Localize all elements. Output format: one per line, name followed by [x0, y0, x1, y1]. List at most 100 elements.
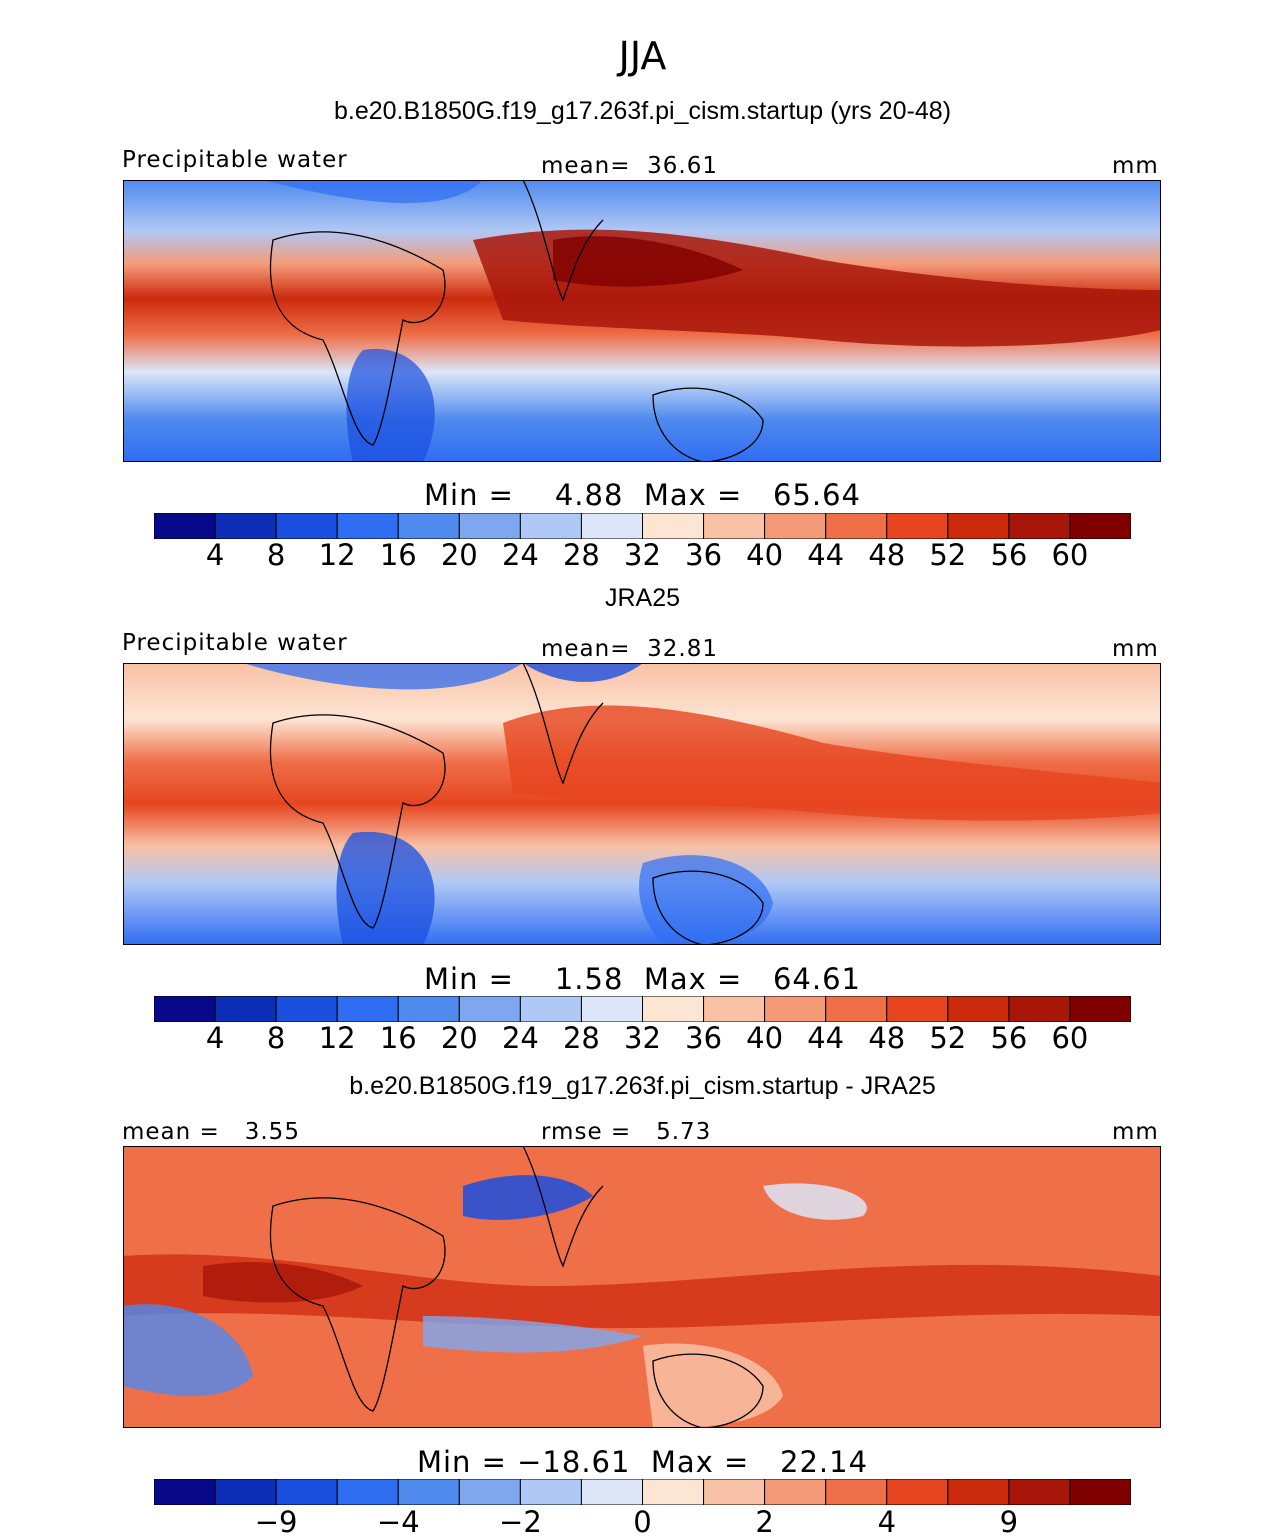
colorbar-segment: [947, 513, 1010, 539]
colorbar-segment: [580, 513, 644, 539]
colorbar-tick-label: 28: [562, 1021, 600, 1055]
colorbar-tick-label: 28: [562, 538, 600, 572]
panel-3-coastline-india: [522, 1146, 604, 1268]
panel-3-coastline-australia: [652, 1353, 764, 1428]
colorbar-tick-label: −2: [499, 1505, 542, 1539]
colorbar-tick-label: 48: [868, 538, 906, 572]
colorbar-tick-label: 36: [685, 538, 723, 572]
colorbar-tick-label: 52: [929, 1021, 967, 1055]
colorbar-segment: [947, 996, 1010, 1022]
colorbar-tick-label: 60: [1051, 538, 1089, 572]
colorbar-segment: [825, 1479, 888, 1505]
colorbar-segment: [825, 996, 888, 1022]
colorbar-segment: [397, 513, 460, 539]
colorbar-segment: [154, 1479, 216, 1505]
panel-2-coastline-africa: [269, 714, 446, 929]
panel-1-units: mm: [1112, 153, 1159, 179]
panel-3-coastline-africa: [269, 1197, 446, 1412]
colorbar-segment: [642, 996, 705, 1022]
colorbar-segment: [336, 996, 399, 1022]
colorbar-segment: [154, 513, 216, 539]
colorbar-tick-label: 24: [501, 1021, 539, 1055]
colorbar-tick-label: 32: [624, 1021, 661, 1055]
colorbar-segment: [336, 513, 399, 539]
panel-2-dry-north: [243, 663, 523, 690]
panel-3-minmax: Min = −18.61 Max = 22.14: [416, 1445, 869, 1479]
colorbar-tick-label: −4: [376, 1505, 420, 1539]
panel-1-title: b.e20.B1850G.f19_g17.263f.pi_cism.startu…: [333, 97, 952, 125]
colorbar-segment: [275, 513, 338, 539]
colorbar-tick-label: 4: [205, 538, 225, 572]
colorbar-segment: [886, 513, 949, 539]
colorbar-segment: [275, 996, 338, 1022]
colorbar-tick-label: 56: [990, 1021, 1028, 1055]
colorbar-segment: [214, 1479, 277, 1505]
colorbar-tick-label: 12: [318, 538, 356, 572]
colorbar-segment: [154, 996, 216, 1022]
colorbar-segment: [214, 996, 277, 1022]
colorbar-segment: [947, 1479, 1010, 1505]
colorbar-segment: [764, 1479, 827, 1505]
colorbar-segment: [825, 513, 888, 539]
panel-2-variable-label: Precipitable water: [122, 630, 348, 656]
panel-2-dry-australia: [639, 855, 773, 945]
panel-2-title: JRA25: [604, 584, 681, 612]
colorbar-tick-label: 32: [624, 538, 661, 572]
colorbar-segment: [519, 996, 582, 1022]
colorbar-tick-label: 8: [266, 1021, 286, 1055]
colorbar-segment: [642, 513, 705, 539]
colorbar-segment: [458, 996, 521, 1022]
panel-1-dry-south: [346, 348, 435, 462]
panel-1-map: [123, 180, 1161, 462]
panel-1-coastline-india: [522, 180, 604, 302]
panel-2-coastline-india: [522, 663, 604, 785]
panel-1-coastline-africa: [269, 231, 446, 446]
panel-3-negative-arabia: [463, 1175, 593, 1220]
colorbar-tick-label: 12: [318, 1021, 356, 1055]
panel-1-warm-pool: [553, 236, 743, 287]
colorbar-segment: [336, 1479, 399, 1505]
colorbar-tick-label: 36: [685, 1021, 723, 1055]
panel-1-variable-label: Precipitable water: [122, 147, 348, 173]
colorbar-segment: [1008, 513, 1071, 539]
panel-1-dry-north: [263, 180, 483, 204]
colorbar-tick-label: 16: [379, 538, 417, 572]
panel-2-coastline-australia: [652, 870, 764, 945]
panel-1-minmax: Min = 4.88 Max = 65.64: [423, 478, 861, 512]
colorbar-tick-label: 40: [746, 1021, 784, 1055]
panel-2-mean-label: mean= 32.81: [541, 636, 718, 662]
colorbar-tick-label: 20: [440, 1021, 478, 1055]
colorbar-segment: [703, 996, 766, 1022]
colorbar-segment: [580, 1479, 644, 1505]
colorbar-segment: [1069, 1479, 1131, 1505]
panel-3-negative-indian: [423, 1316, 643, 1353]
colorbar-segment: [519, 513, 582, 539]
panel-3-negative-south-america: [123, 1304, 253, 1396]
colorbar-segment: [1008, 1479, 1071, 1505]
colorbar-segment: [1008, 996, 1071, 1022]
colorbar-tick-label: 52: [929, 538, 967, 572]
colorbar-tick-label: 9: [999, 1505, 1019, 1539]
panel-2-frame: [123, 663, 1161, 945]
colorbar-segment: [764, 996, 827, 1022]
panel-3-rmse-label: rmse = 5.73: [541, 1119, 712, 1145]
colorbar-tick-label: 8: [266, 538, 286, 572]
colorbar-segment: [519, 1479, 582, 1505]
colorbar-segment: [397, 996, 460, 1022]
panel-3-positive-band: [123, 1254, 1161, 1329]
panel-3-colorbar: [154, 1479, 1131, 1505]
colorbar-segment: [764, 513, 827, 539]
colorbar-tick-label: 20: [440, 538, 478, 572]
panel-2-moist-band: [503, 705, 1161, 821]
colorbar-tick-label: 24: [501, 538, 539, 572]
colorbar-segment: [580, 996, 644, 1022]
panel-2-units: mm: [1112, 636, 1159, 662]
colorbar-segment: [1069, 513, 1131, 539]
colorbar-segment: [397, 1479, 460, 1505]
panel-1-frame: [123, 180, 1161, 462]
panel-3-map: [123, 1146, 1161, 1428]
colorbar-segment: [458, 513, 521, 539]
colorbar-tick-label: 4: [877, 1505, 897, 1539]
panel-1-colorbar: [154, 513, 1131, 539]
panel-1-coastline-australia: [652, 387, 764, 462]
